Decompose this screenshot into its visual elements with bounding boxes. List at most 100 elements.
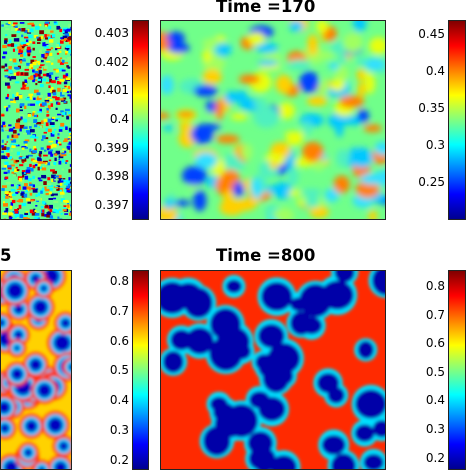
noise-speck bbox=[51, 87, 54, 91]
noise-speck bbox=[37, 96, 42, 100]
cell-core bbox=[327, 386, 345, 404]
colorbar-tick-label: 0.35 bbox=[418, 100, 445, 115]
noise-speck bbox=[44, 149, 47, 152]
noise-speck bbox=[44, 21, 50, 24]
noise-speck bbox=[24, 79, 27, 82]
noise-speck bbox=[53, 189, 57, 193]
noise-speck bbox=[60, 198, 65, 202]
noise-speck bbox=[62, 30, 68, 35]
noise-speck bbox=[37, 61, 41, 65]
colorbar-tick-label: 0.2 bbox=[109, 453, 129, 468]
cell-core bbox=[334, 271, 355, 283]
noise-speck bbox=[33, 74, 36, 78]
noise-speck bbox=[1, 139, 5, 143]
noise-speck bbox=[29, 66, 32, 69]
noise-speck bbox=[56, 187, 60, 191]
noise-speck bbox=[41, 174, 47, 179]
noise-speck bbox=[27, 154, 33, 157]
noise-speck bbox=[63, 81, 68, 85]
noise-speck bbox=[32, 188, 38, 193]
noise-speck bbox=[34, 26, 40, 30]
field-blob bbox=[365, 73, 375, 94]
noise-speck bbox=[49, 52, 53, 57]
field-blob bbox=[240, 143, 253, 161]
noise-speck bbox=[15, 219, 20, 220]
field-blob bbox=[286, 134, 304, 146]
noise-speck bbox=[56, 52, 60, 55]
noise-speck bbox=[47, 79, 51, 82]
field-blob bbox=[352, 21, 367, 32]
noise-speck bbox=[19, 59, 23, 62]
cell-core bbox=[247, 431, 274, 455]
noise-speck bbox=[15, 124, 20, 129]
noise-speck bbox=[21, 170, 26, 173]
noise-speck bbox=[54, 175, 59, 178]
field-blob bbox=[161, 112, 170, 120]
noise-speck bbox=[8, 124, 12, 127]
noise-speck bbox=[60, 92, 63, 95]
noise-speck bbox=[71, 126, 72, 128]
noise-speck bbox=[59, 28, 63, 33]
noise-speck bbox=[31, 212, 37, 216]
noise-speck bbox=[51, 89, 56, 94]
noise-speck bbox=[17, 133, 20, 136]
field-blob bbox=[193, 189, 207, 212]
noise-speck bbox=[68, 111, 71, 115]
noise-speck bbox=[1, 185, 7, 188]
noise-speck bbox=[46, 107, 49, 111]
noise-speck bbox=[55, 69, 59, 73]
noise-speck bbox=[14, 96, 19, 101]
field-blob bbox=[176, 111, 196, 118]
noise-speck bbox=[23, 140, 28, 144]
colorbar-tick-label: 0.398 bbox=[94, 169, 129, 184]
field-blob bbox=[194, 152, 218, 169]
noise-speck bbox=[24, 46, 30, 49]
field-blob bbox=[319, 78, 330, 96]
noise-speck bbox=[66, 145, 71, 149]
noise-speck bbox=[41, 102, 47, 106]
noise-speck bbox=[2, 201, 6, 204]
noise-speck bbox=[13, 22, 18, 25]
noise-speck bbox=[70, 212, 71, 217]
noise-speck bbox=[26, 42, 30, 46]
noise-speck bbox=[43, 118, 48, 122]
noise-speck bbox=[68, 141, 71, 145]
noise-speck bbox=[23, 217, 28, 219]
noise-speck bbox=[66, 147, 71, 151]
noise-speck bbox=[39, 23, 42, 27]
field-blob bbox=[178, 121, 194, 131]
field-bottom-left bbox=[0, 270, 72, 470]
noise-speck bbox=[58, 50, 62, 53]
noise-speck bbox=[70, 53, 71, 56]
noise-speck bbox=[66, 190, 71, 193]
cell-core bbox=[371, 271, 385, 296]
noise-speck bbox=[60, 110, 64, 113]
noise-speck bbox=[63, 140, 68, 143]
noise-speck bbox=[30, 158, 35, 162]
field-blob bbox=[230, 113, 248, 121]
noise-speck bbox=[38, 186, 43, 190]
noise-speck bbox=[48, 191, 52, 195]
noise-speck bbox=[29, 22, 34, 25]
noise-speck bbox=[38, 153, 42, 157]
noise-speck bbox=[42, 135, 46, 139]
noise-speck bbox=[44, 37, 49, 40]
noise-speck bbox=[17, 186, 22, 190]
noise-speck bbox=[37, 192, 41, 196]
field-blob bbox=[265, 185, 287, 194]
field-blob bbox=[357, 82, 366, 98]
noise-speck bbox=[63, 153, 67, 156]
noise-speck bbox=[27, 122, 31, 126]
colorbar-bottom-right bbox=[448, 270, 466, 470]
noise-speck bbox=[6, 93, 10, 98]
noise-speck bbox=[65, 77, 71, 81]
noise-speck bbox=[63, 27, 68, 31]
noise-speck bbox=[3, 218, 7, 219]
noise-speck bbox=[9, 216, 13, 219]
noise-speck bbox=[71, 137, 72, 140]
noise-speck bbox=[24, 175, 29, 180]
noise-speck bbox=[41, 139, 44, 141]
noise-speck bbox=[40, 64, 45, 67]
noise-speck bbox=[29, 40, 32, 44]
noise-speck bbox=[19, 60, 23, 64]
